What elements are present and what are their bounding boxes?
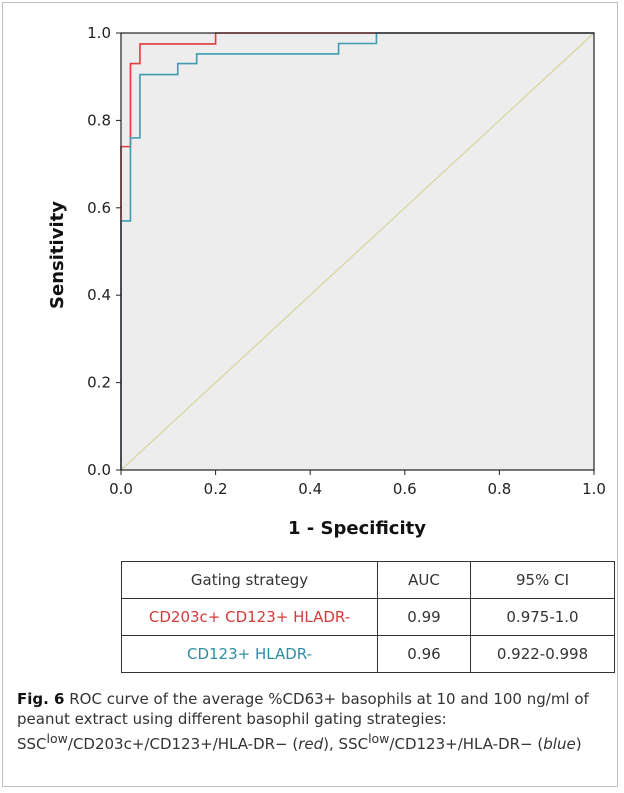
figure: 0.0 0.2 0.4 0.6 0.8 1.0 0.0 0.2 0.4 0.6 0.8 1.0 1 -… xyxy=(2,2,618,787)
caption-text: ), SSC xyxy=(323,735,369,753)
caption-text: /CD203c+/CD123+/HLA-DR− ( xyxy=(67,735,299,753)
axis-ticks: 0.0 0.2 0.4 0.6 0.8 1.0 0.0 0.2 0.4 0.6 0.8 1.0 xyxy=(87,24,606,498)
y-tick-label: 0.6 xyxy=(87,199,111,217)
table-header-row: Gating strategy AUC 95% CI xyxy=(121,561,615,599)
y-tick-label: 0.8 xyxy=(87,111,111,129)
y-axis-title: Sensitivity xyxy=(47,201,68,309)
series-layer xyxy=(120,32,595,471)
caption-red-word: red xyxy=(298,735,324,753)
x-tick-label: 0.6 xyxy=(393,480,417,498)
auc-cell: 0.99 xyxy=(377,598,471,636)
red-roc-curve xyxy=(120,32,594,470)
header-auc: AUC xyxy=(377,561,471,599)
ci-cell: 0.975-1.0 xyxy=(470,598,615,636)
y-tick-label: 0.0 xyxy=(87,461,111,479)
header-ci: 95% CI xyxy=(470,561,615,599)
caption-blue-word: blue xyxy=(543,735,576,753)
x-tick-label: 0.8 xyxy=(487,480,511,498)
y-tick-label: 1.0 xyxy=(87,24,111,42)
plot-frame xyxy=(120,32,595,471)
y-tick-label: 0.2 xyxy=(87,374,111,392)
x-tick-label: 0.4 xyxy=(298,480,322,498)
x-tick-label: 1.0 xyxy=(582,480,606,498)
blue-roc-curve xyxy=(120,32,594,470)
table-row: CD203c+ CD123+ HLADR- 0.99 0.975-1.0 xyxy=(121,598,615,636)
x-tick-label: 0.2 xyxy=(204,480,228,498)
x-tick-label: 0.0 xyxy=(109,480,133,498)
strategy-cell: CD203c+ CD123+ HLADR- xyxy=(121,598,378,636)
figure-label: Fig. 6 xyxy=(17,690,65,708)
table-row: CD123+ HLADR- 0.96 0.922-0.998 xyxy=(121,635,615,673)
caption-text: /CD123+/HLA-DR− ( xyxy=(389,735,544,753)
reference-diagonal xyxy=(120,32,595,471)
x-axis-title: 1 - Specificity xyxy=(288,518,426,539)
caption-superscript: low xyxy=(368,731,390,746)
figure-caption: Fig. 6 ROC curve of the average %CD63+ b… xyxy=(17,689,613,754)
caption-superscript: low xyxy=(46,731,68,746)
ci-cell: 0.922-0.998 xyxy=(470,635,615,673)
strategy-cell: CD123+ HLADR- xyxy=(121,635,378,673)
y-tick-label: 0.4 xyxy=(87,286,111,304)
caption-text: ROC curve of the average %CD63+ basophil… xyxy=(17,690,589,753)
auc-cell: 0.96 xyxy=(377,635,471,673)
roc-chart: 0.0 0.2 0.4 0.6 0.8 1.0 0.0 0.2 0.4 0.6 0.8 1.0 1 -… xyxy=(47,24,606,539)
auc-table: Gating strategy AUC 95% CI CD203c+ CD123… xyxy=(121,561,615,673)
caption-text: ) xyxy=(575,735,582,753)
header-gating-strategy: Gating strategy xyxy=(121,561,378,599)
